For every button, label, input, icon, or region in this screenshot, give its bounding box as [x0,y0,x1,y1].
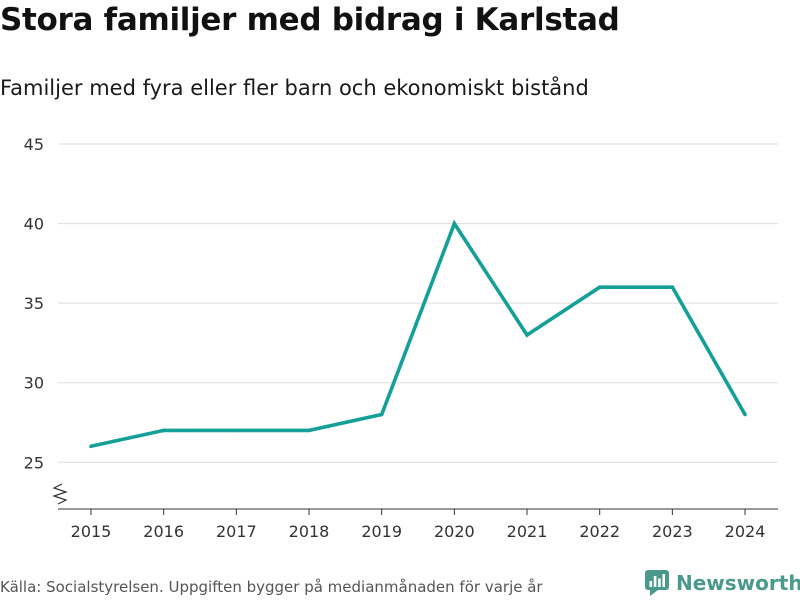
axis-break-icon [52,483,68,505]
y-tick-label: 45 [24,135,44,154]
axes: 25 30 35 40 45 2015 2016 2017 2018 2019 2020 2021 20… [24,135,778,541]
x-tick-label: 2018 [289,522,330,541]
x-tick-label: 2021 [507,522,548,541]
data-point [161,428,166,433]
x-tick-label: 2016 [143,522,184,541]
chart-subtitle: Familjer med fyra eller fler barn och ek… [0,76,589,100]
data-point [670,285,675,290]
x-tick-label: 2015 [71,522,112,541]
x-tick-label: 2019 [361,522,402,541]
chart-title: Stora familjer med bidrag i Karlstad [0,2,620,38]
data-point [379,412,384,417]
brand-logo: Newsworthy [645,570,800,596]
source-note: Källa: Socialstyrelsen. Uppgiften bygger… [0,578,543,596]
x-tick-label: 2024 [725,522,766,541]
data-point [597,285,602,290]
data-point [525,333,529,337]
bar-chart-logo-icon [645,570,669,596]
gridlines [58,143,778,463]
x-tick-label: 2020 [434,522,475,541]
x-tick-label: 2022 [579,522,620,541]
brand-name: Newsworthy [676,571,800,595]
y-tick-label: 35 [24,294,44,313]
y-tick-label: 25 [24,453,44,472]
data-point [89,444,93,449]
series-line [90,219,747,449]
data-point [307,428,311,433]
data-point [234,428,239,433]
data-point [743,412,747,417]
y-tick-label: 40 [24,215,44,234]
x-tick-label: 2017 [216,522,257,541]
series-layer [89,219,747,449]
data-point [452,221,457,226]
x-tick-label: 2023 [652,522,693,541]
y-tick-label: 30 [24,374,44,393]
